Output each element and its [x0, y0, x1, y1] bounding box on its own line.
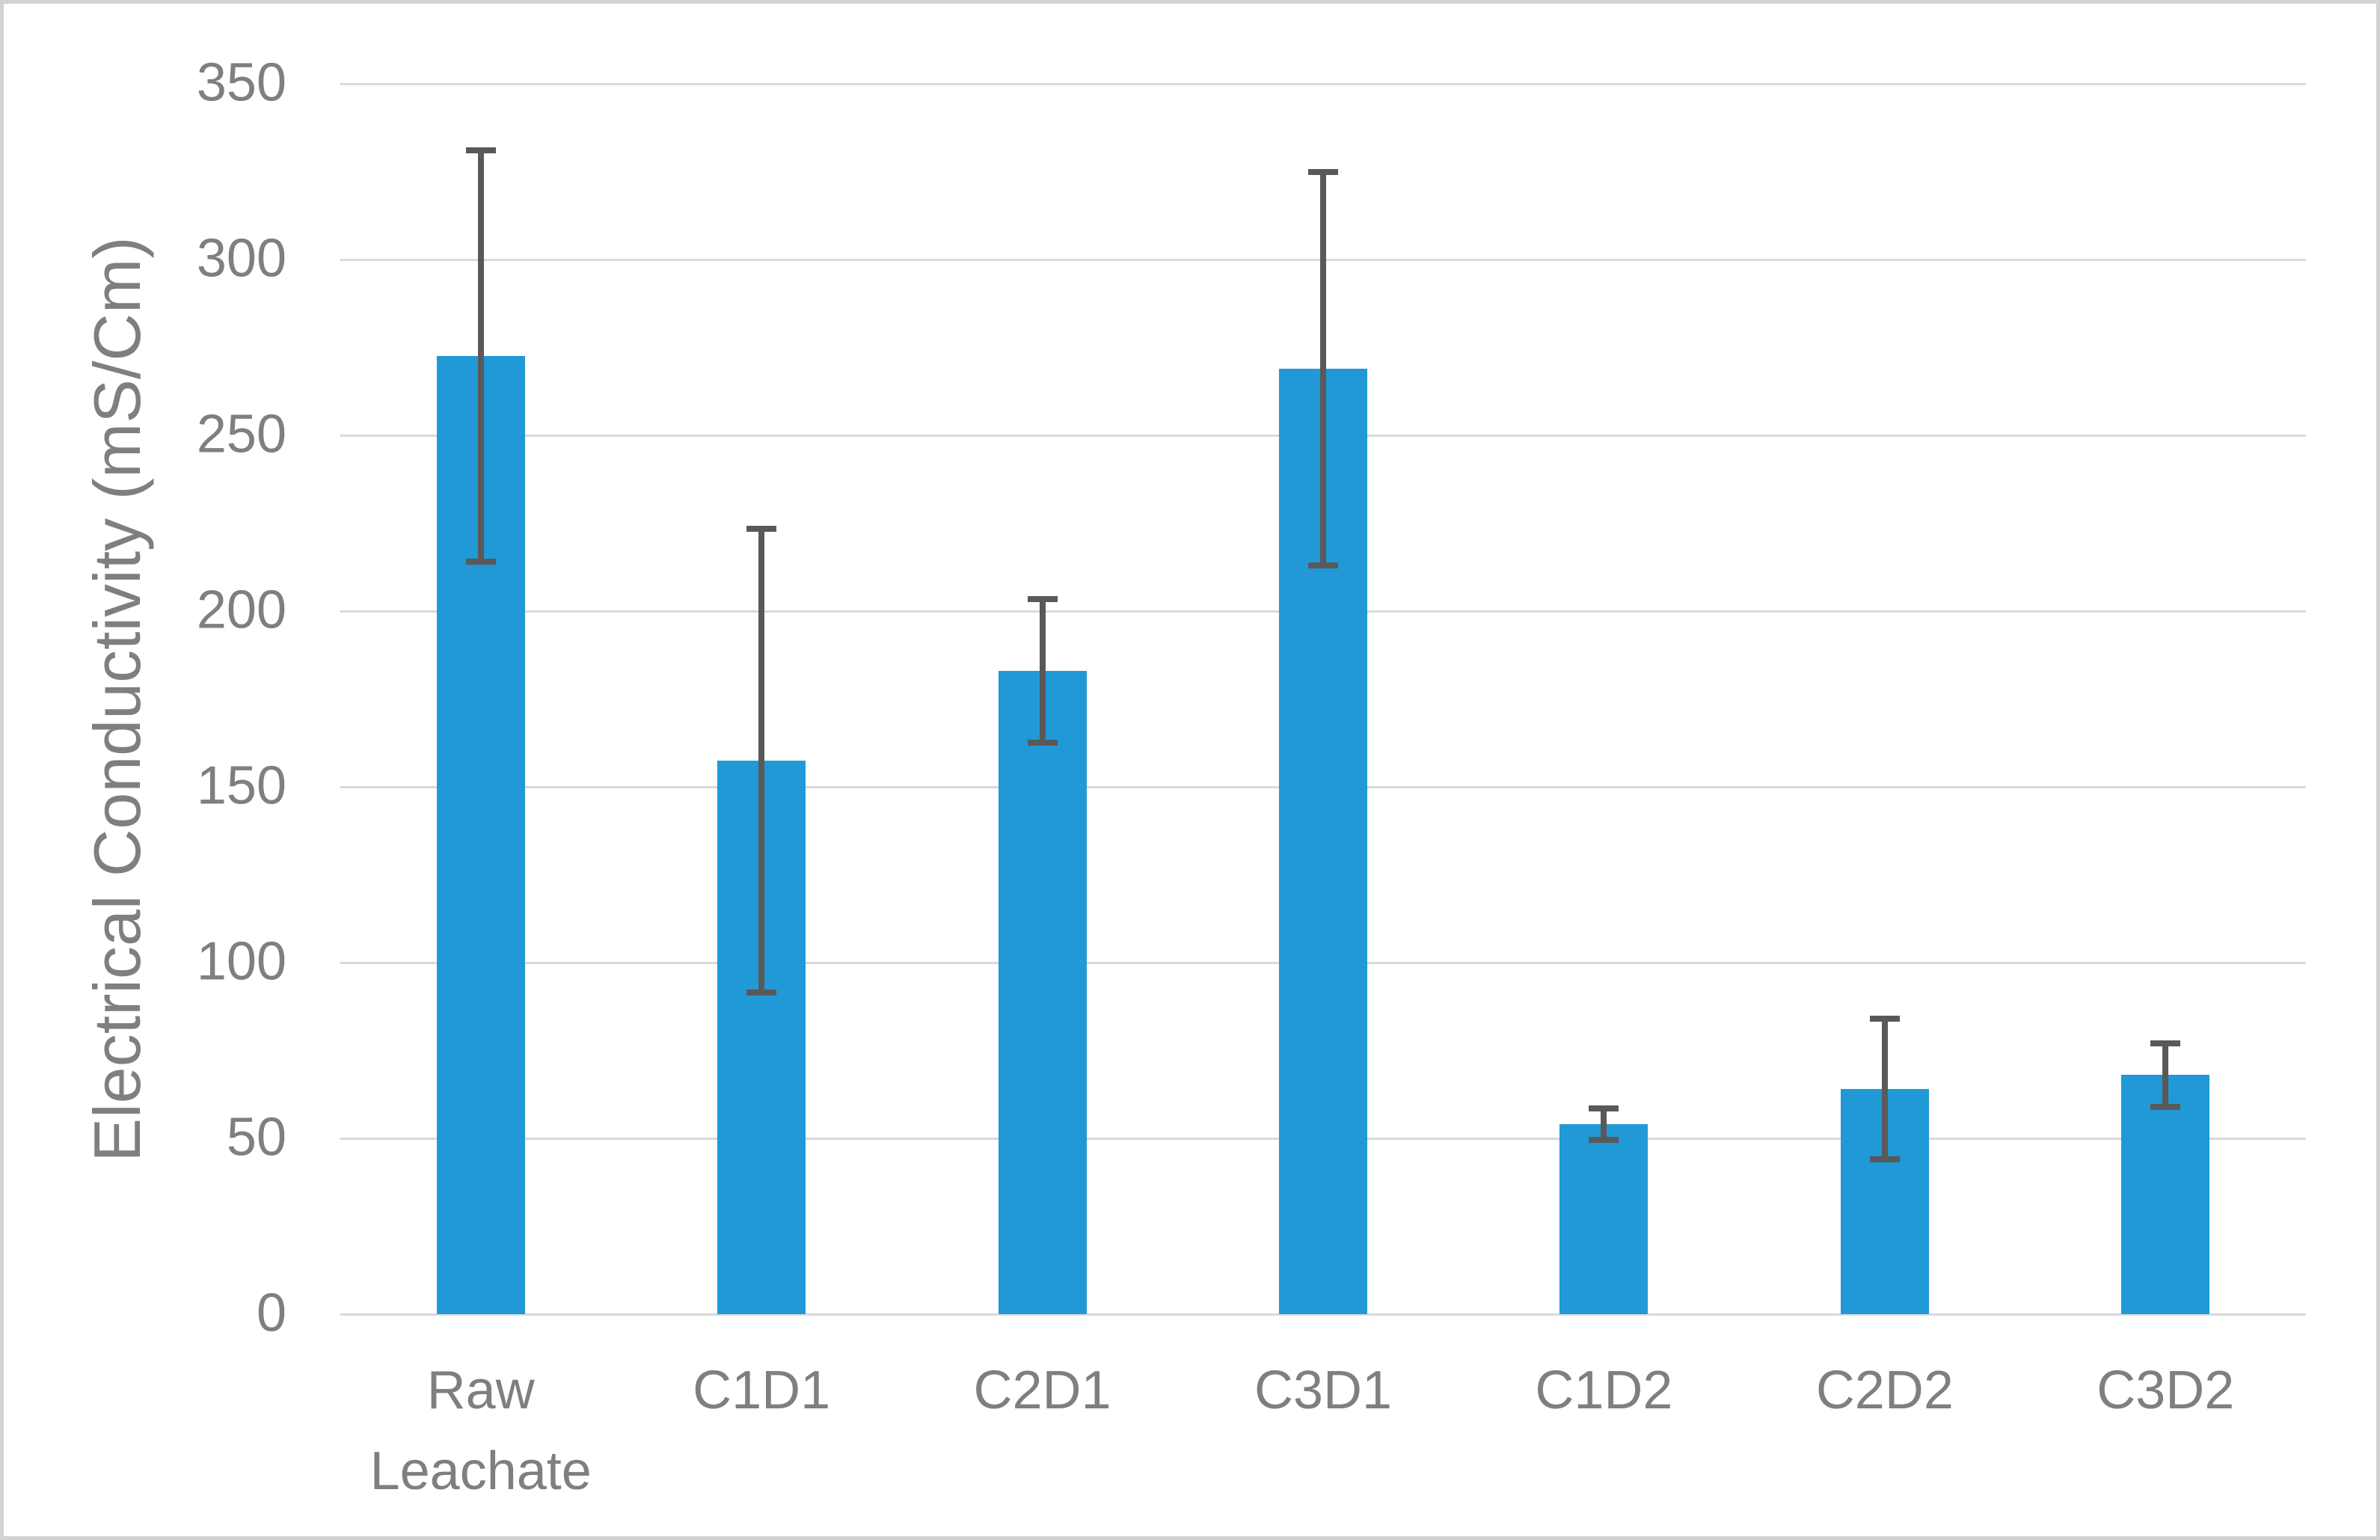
error-cap-top-c2d2 [1869, 1016, 1900, 1022]
error-cap-top-c1d1 [746, 525, 777, 532]
x-category-label-c2d1: C2D1 [973, 1360, 1111, 1420]
x-category-label-raw-leachate: Raw Leachate [369, 1360, 592, 1501]
error-bar-c3d2 [2162, 1043, 2169, 1107]
y-tick-label-100: 100 [196, 931, 286, 992]
error-cap-top-c2d1 [1027, 595, 1058, 602]
y-tick-label-200: 200 [196, 580, 286, 640]
bar-c2d1[interactable] [998, 670, 1087, 1314]
x-category-label-c2d2: C2D2 [1815, 1360, 1954, 1420]
x-category-label-c3d1: C3D1 [1254, 1360, 1393, 1420]
error-bar-c2d1 [1039, 598, 1046, 743]
gridline-y-350 [340, 83, 2306, 85]
error-bar-raw-leachate [477, 150, 484, 562]
plot-area [340, 83, 2306, 1316]
y-axis-title: Electrical Conductivity (mS/Cm) [80, 236, 154, 1162]
error-bar-c2d2 [1881, 1019, 1888, 1160]
y-tick-label-350: 350 [196, 52, 286, 113]
error-cap-bottom-c2d2 [1869, 1156, 1900, 1163]
bar-c1d2[interactable] [1559, 1124, 1648, 1314]
x-category-label-c3d2: C3D2 [2097, 1360, 2235, 1420]
error-cap-bottom-c3d2 [2150, 1103, 2181, 1110]
x-category-label-c1d1: C1D1 [693, 1360, 831, 1420]
error-cap-bottom-c1d1 [746, 989, 777, 996]
error-cap-top-c1d2 [1589, 1105, 1619, 1112]
error-cap-top-c3d2 [2150, 1040, 2181, 1047]
y-tick-label-150: 150 [196, 755, 286, 816]
error-bar-c1d2 [1601, 1108, 1607, 1141]
error-bar-c3d1 [1320, 171, 1326, 565]
y-tick-label-300: 300 [196, 228, 286, 289]
error-cap-top-c3d1 [1308, 168, 1338, 175]
gridline-y-0 [340, 1313, 2306, 1316]
y-tick-label-50: 50 [226, 1107, 286, 1168]
y-tick-label-250: 250 [196, 404, 286, 464]
error-cap-bottom-c2d1 [1027, 740, 1058, 746]
error-cap-bottom-raw-leachate [465, 559, 496, 565]
error-cap-top-raw-leachate [465, 147, 496, 154]
error-cap-bottom-c3d1 [1308, 562, 1338, 568]
x-category-label-c1d2: C1D2 [1535, 1360, 1673, 1420]
error-bar-c1d1 [758, 528, 765, 993]
bar-c3d2[interactable] [2121, 1075, 2210, 1314]
error-cap-bottom-c1d2 [1589, 1137, 1619, 1144]
y-tick-label-0: 0 [256, 1283, 286, 1343]
